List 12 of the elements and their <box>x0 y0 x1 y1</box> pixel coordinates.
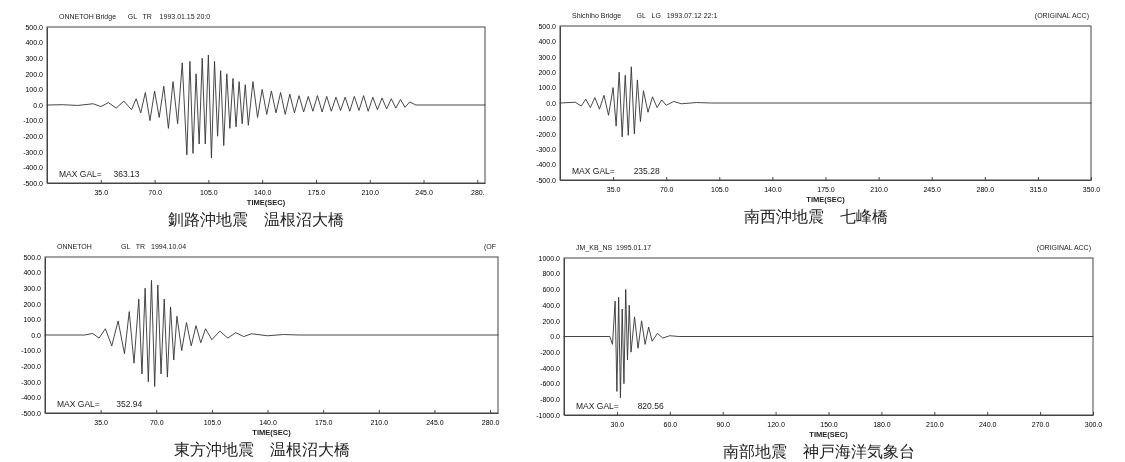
line-series <box>44 279 499 387</box>
annotation: MAX GAL= 352.94 <box>57 399 143 409</box>
text: 東方沖地震 温根沼大橋 <box>173 440 350 459</box>
line-series <box>563 288 1094 399</box>
line-series <box>559 66 1092 138</box>
text: 南西沖地震 七峰橋 <box>743 207 888 226</box>
annotation: MAX GAL= 235.28 <box>572 166 660 176</box>
text: 南部地震 神戸海洋気象台 <box>722 442 915 461</box>
annotation: MAX GAL= 363.13 <box>59 169 140 179</box>
annotation: MAX GAL= 820.56 <box>576 401 664 411</box>
text: 釧路沖地震 温根沼大橋 <box>168 210 344 229</box>
line-series <box>46 54 486 159</box>
